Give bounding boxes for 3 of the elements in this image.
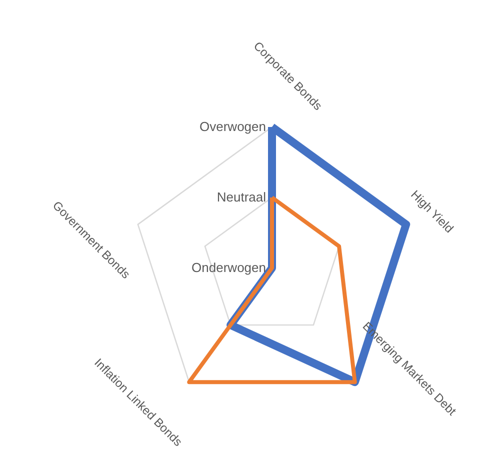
y-tick-label: Overwogen (200, 119, 266, 134)
y-tick-label: Onderwogen (192, 260, 266, 275)
y-tick-label: Neutraal (216, 190, 266, 204)
